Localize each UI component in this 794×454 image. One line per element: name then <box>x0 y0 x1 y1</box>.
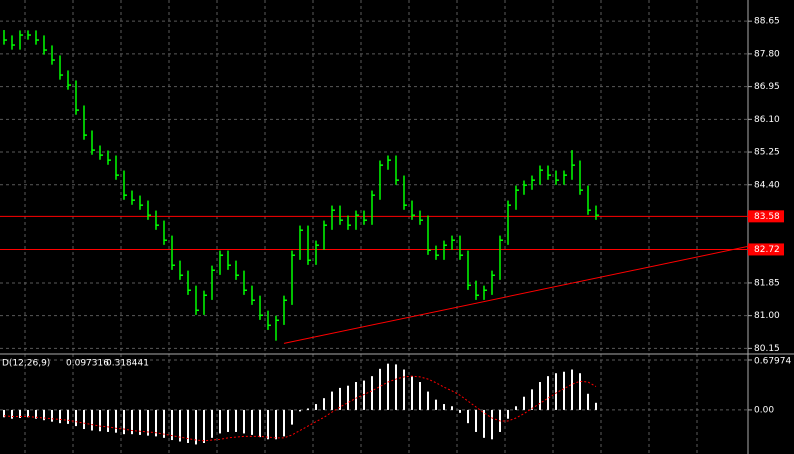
level-label-box <box>748 210 784 223</box>
y-tick-label: 84.40 <box>754 180 780 190</box>
level-label-box <box>748 243 784 256</box>
y-tick-label: 80.15 <box>754 344 780 354</box>
y-tick-label: 81.00 <box>754 311 780 321</box>
level-label: 82.72 <box>754 245 780 255</box>
y-tick-label: 85.25 <box>754 148 780 158</box>
signal-value: 0.318441 <box>106 359 149 369</box>
y-tick-label: 86.10 <box>754 115 780 125</box>
macd-value: 0.097316 <box>66 359 109 369</box>
y-tick-label: 81.85 <box>754 278 780 288</box>
y-tick-label: 0.00 <box>754 405 774 415</box>
indicator-label: D(12,26,9) <box>2 359 50 369</box>
y-tick-label: 88.65 <box>754 17 780 27</box>
time-grid <box>24 0 698 454</box>
y-tick-label: 0.67974 <box>754 357 791 367</box>
y-tick-label: 86.95 <box>754 82 780 92</box>
level-label: 83.58 <box>754 212 780 222</box>
trendline <box>283 245 749 344</box>
y-tick-label: 87.80 <box>754 49 780 59</box>
